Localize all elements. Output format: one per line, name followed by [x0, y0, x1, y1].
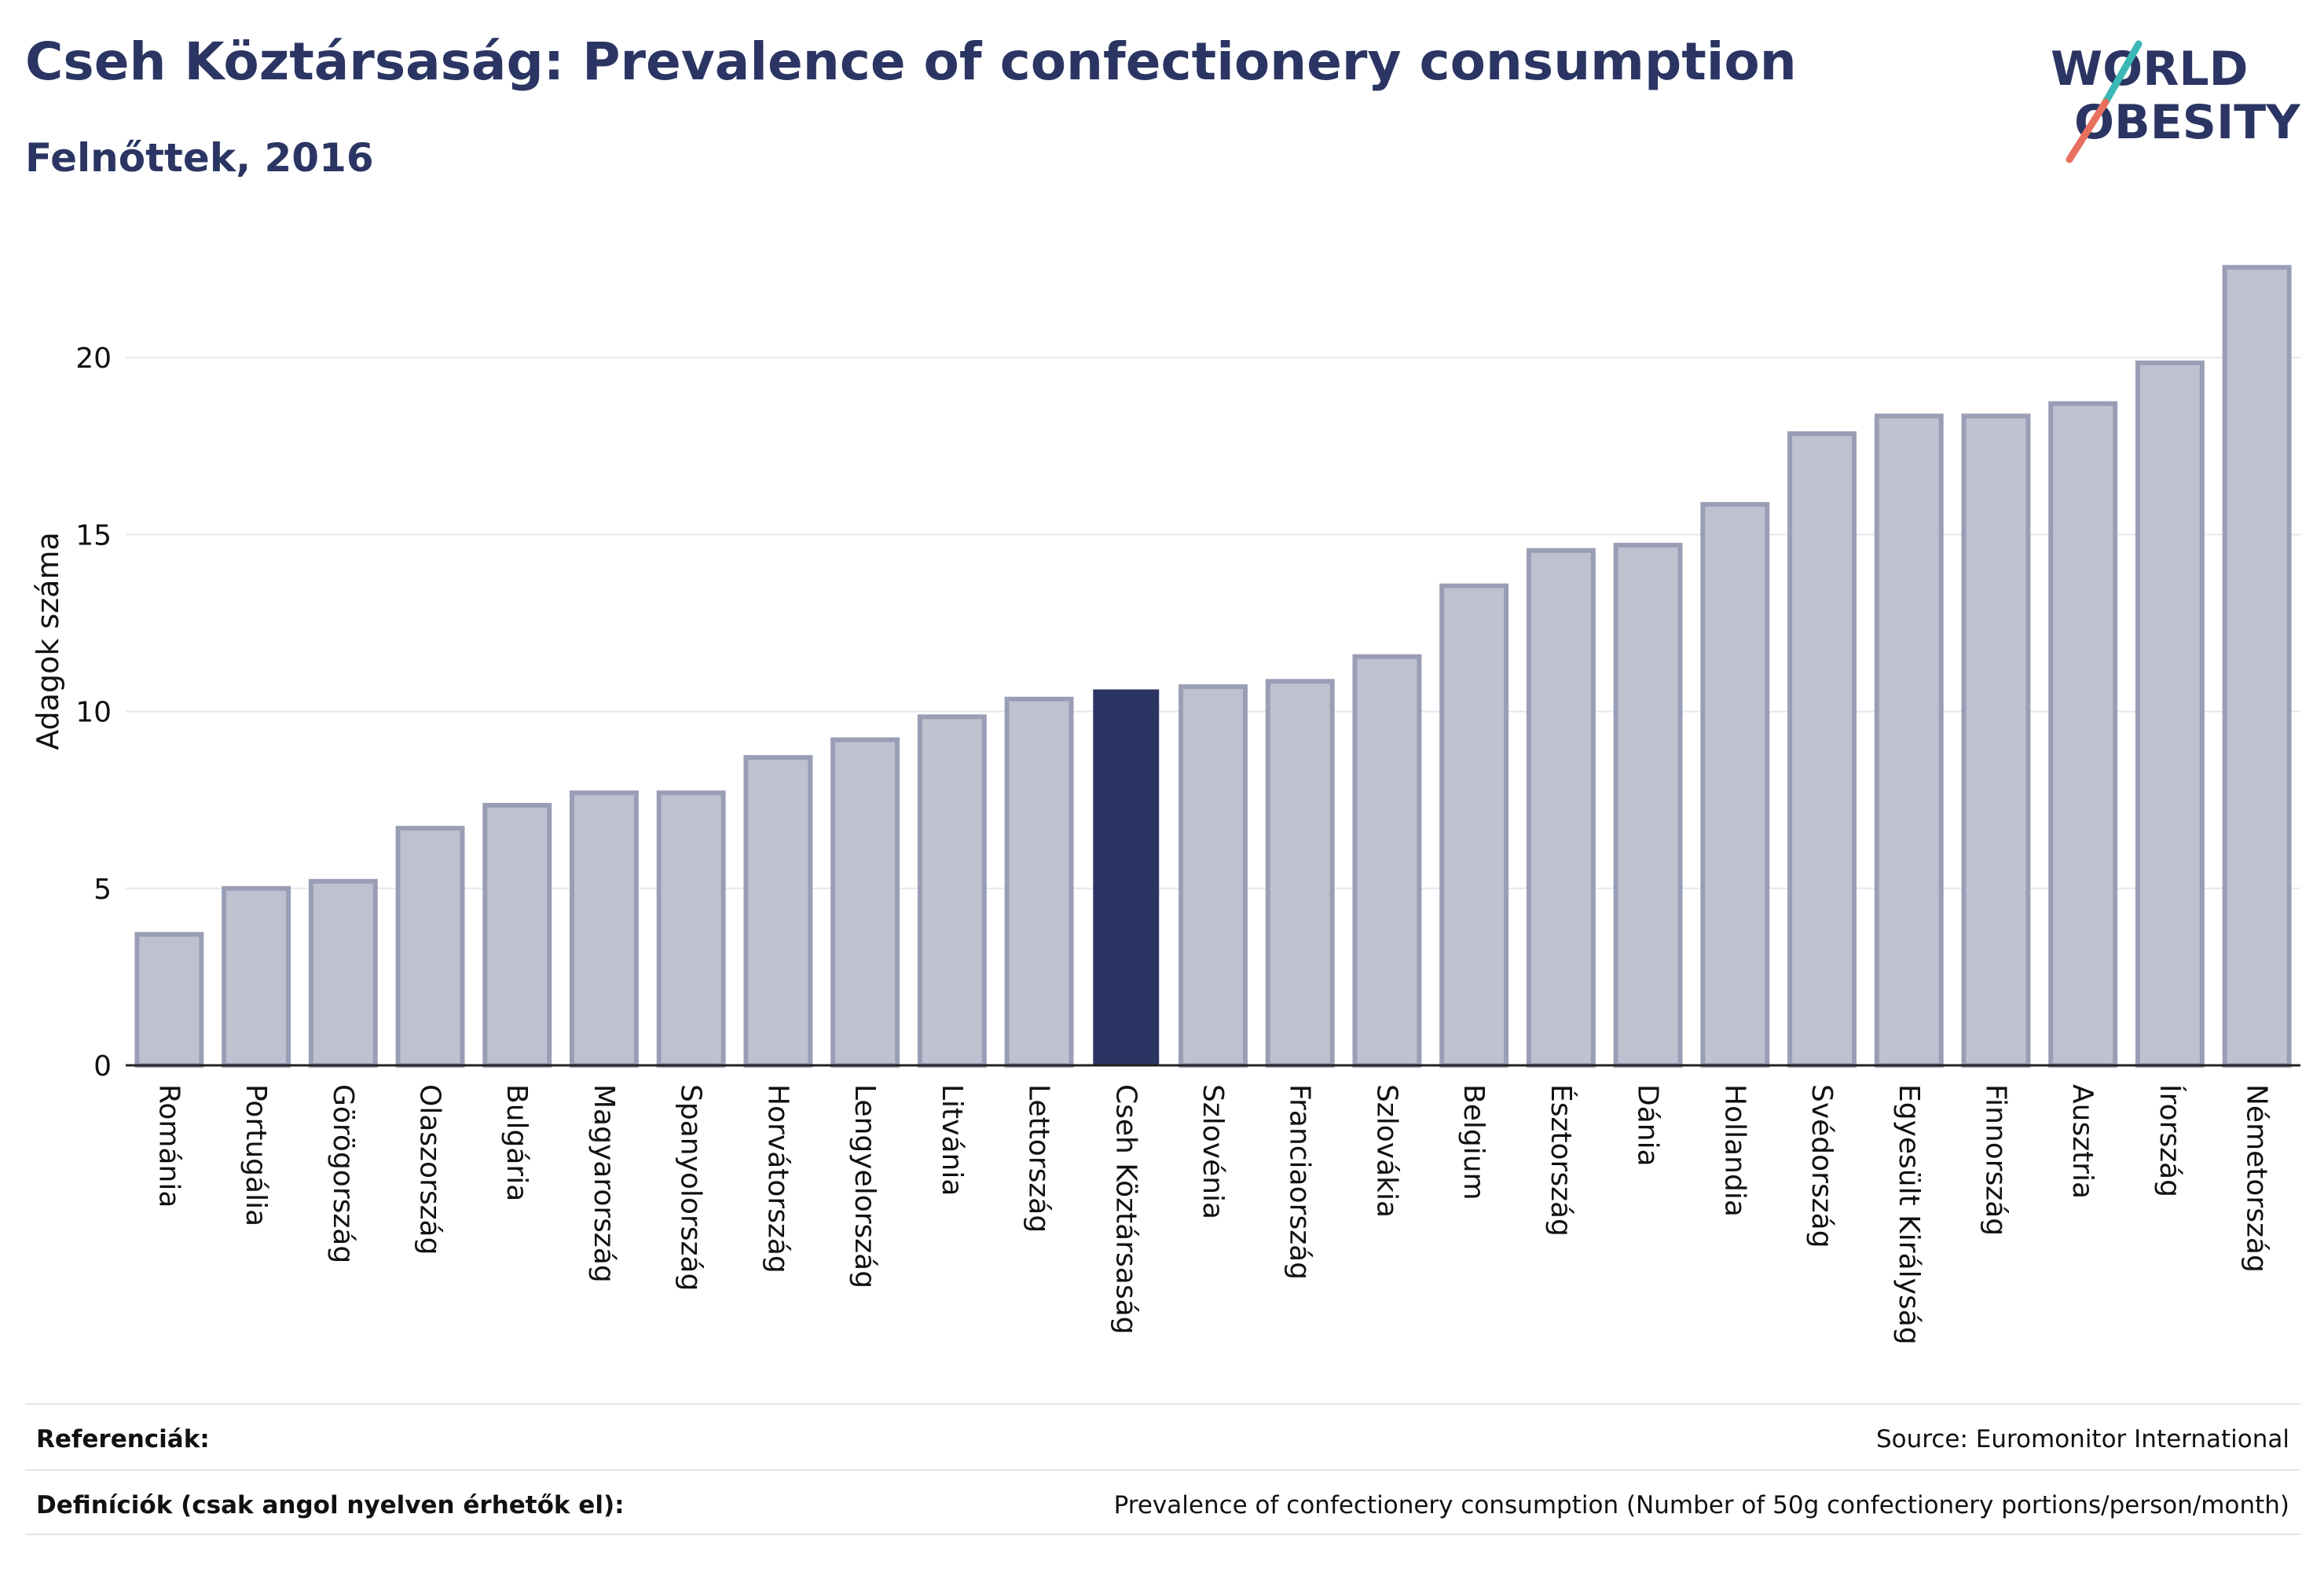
bar [743, 755, 813, 1068]
logo-slash-coral [2066, 98, 2110, 163]
x-tick-label: Bulgária [500, 1084, 533, 1201]
x-tick-label: Ausztria [2066, 1084, 2099, 1199]
bar [1613, 542, 1683, 1068]
y-tick-label: 15 [75, 519, 112, 552]
definitions-label: Definíciók (csak angol nyelven érhetők e… [36, 1491, 625, 1519]
x-tick-label: Franciaország [1284, 1084, 1316, 1280]
x-tick-label: Finnország [1979, 1084, 2011, 1236]
label-layer: Románia Portugália Görögország Olaszország B… [152, 1084, 2272, 1345]
bar [830, 737, 900, 1068]
bar [1700, 502, 1770, 1068]
references-label: Referenciák: [36, 1425, 210, 1453]
bar [1961, 413, 2031, 1068]
x-tick-label: Dánia [1632, 1084, 1664, 1167]
y-tick-label: 0 [93, 1050, 112, 1083]
x-tick-label: Magyarország [588, 1084, 620, 1283]
bar [1352, 654, 1422, 1068]
definitions-value: Prevalence of confectionery consumption … [1113, 1491, 2289, 1519]
bar [2135, 360, 2205, 1068]
axis-layer: 0 5 10 15 20 [75, 343, 2300, 1083]
bar [222, 885, 291, 1068]
x-tick-label: Lettország [1023, 1084, 1055, 1233]
bar [482, 802, 552, 1068]
x-tick-label: Írország [2154, 1084, 2187, 1197]
bar [917, 714, 987, 1068]
x-tick-label: Németország [2241, 1084, 2273, 1273]
bar [395, 826, 465, 1068]
bar [2048, 401, 2118, 1068]
x-tick-label: Olaszország [414, 1084, 446, 1255]
x-tick-label: Görögország [327, 1084, 359, 1263]
bar [134, 932, 204, 1068]
x-tick-label: Litvánia [936, 1084, 968, 1196]
logo-line2: OBESITY [2074, 95, 2301, 150]
logo-slash-teal [2102, 40, 2143, 106]
footer-divider [25, 1469, 2300, 1471]
x-tick-label: Spanyolország [675, 1084, 707, 1291]
footer-divider [25, 1534, 2300, 1535]
x-tick-label: Lengyelország [849, 1084, 881, 1288]
x-tick-label: Horvátország [761, 1084, 794, 1274]
bar [1178, 684, 1248, 1068]
bar [1004, 696, 1074, 1068]
references-value: Source: Euromonitor International [1875, 1425, 2289, 1453]
x-tick-label: Svédország [1805, 1084, 1838, 1248]
x-tick-label: Szlovénia [1197, 1084, 1229, 1219]
bar [1093, 689, 1160, 1066]
x-tick-label: Egyesült Királyság [1893, 1084, 1925, 1345]
bar-chart: 0 5 10 15 20 Románia Portugália Görögország Ola… [31, 265, 2300, 1345]
world-obesity-logo: WORLD OBESITY [2051, 40, 2301, 163]
bar [1439, 583, 1509, 1068]
y-tick-label: 10 [75, 697, 112, 729]
bar-layer [134, 265, 2292, 1068]
y-tick-label: 20 [75, 343, 112, 375]
bar [1874, 413, 1944, 1068]
x-tick-label: Portugália [240, 1084, 272, 1226]
x-tick-label: Románia [152, 1084, 185, 1208]
x-tick-label: Hollandia [1718, 1084, 1750, 1217]
footer-divider [25, 1403, 2300, 1405]
y-tick-label: 5 [93, 874, 112, 906]
bar [569, 790, 639, 1068]
bar [1526, 548, 1596, 1068]
logo-line1: WORLD [2051, 42, 2248, 97]
x-tick-label: Cseh Köztársaság [1109, 1084, 1142, 1335]
page-subtitle: Felnőttek, 2016 [25, 135, 374, 181]
x-tick-label: Belgium [1457, 1084, 1490, 1200]
x-tick-label: Szlovákia [1370, 1084, 1402, 1218]
bar [2222, 265, 2292, 1068]
x-tick-label: Észtország [1545, 1084, 1578, 1237]
bar [1787, 431, 1857, 1068]
bar [656, 790, 726, 1068]
y-axis-label: Adagok száma [31, 532, 65, 750]
bar [1265, 679, 1335, 1068]
page-title: Cseh Köztársaság: Prevalence of confecti… [25, 31, 1797, 92]
bar [308, 878, 378, 1068]
